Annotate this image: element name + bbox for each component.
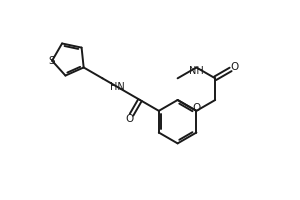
Text: O: O — [192, 103, 200, 113]
Text: O: O — [231, 62, 239, 72]
Text: HN: HN — [110, 82, 125, 92]
Text: NH: NH — [189, 66, 204, 76]
Text: O: O — [125, 114, 133, 124]
Text: S: S — [49, 56, 56, 66]
